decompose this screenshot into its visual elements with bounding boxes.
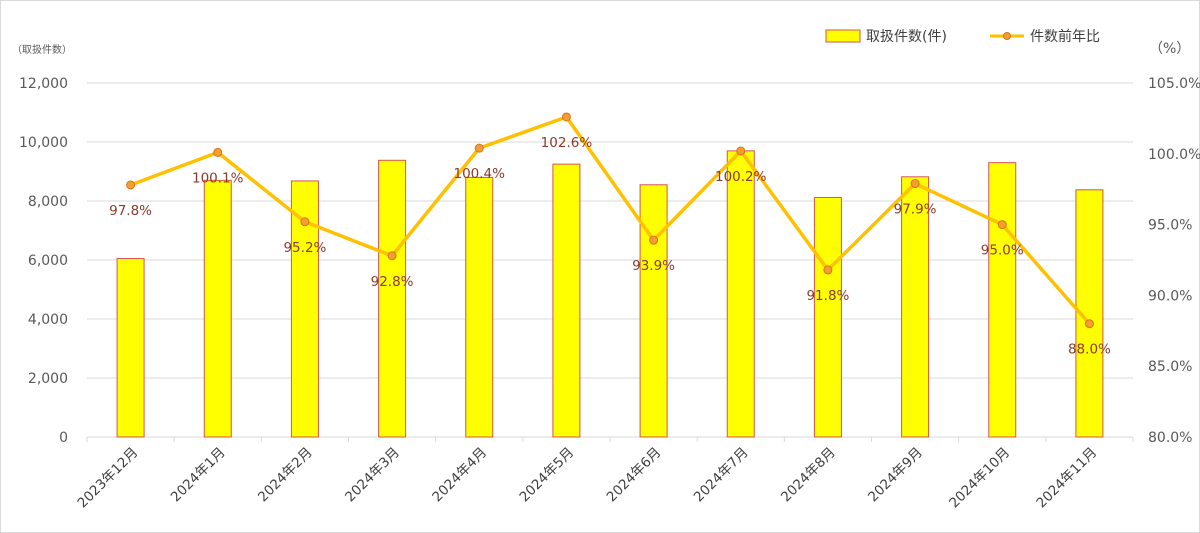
left-tick-label: 10,000 xyxy=(19,135,68,151)
data-label: 91.8% xyxy=(806,288,849,304)
legend-line-label: 件数前年比 xyxy=(1030,28,1100,45)
x-tick-label: 2024年1月 xyxy=(168,445,229,506)
line-point xyxy=(823,265,833,275)
data-labels: 97.8% 100.1% 95.2% 92.8% 100.4% 102.6% 93.9% 10… xyxy=(109,135,1111,358)
line-point xyxy=(736,146,746,156)
x-axis: 2023年12月 2024年1月 2024年2月 2024年3月 2024年4月 2024… xyxy=(75,445,1101,512)
legend-line-marker xyxy=(1003,32,1011,40)
line-point xyxy=(387,251,397,261)
legend: 取扱件数(件) 件数前年比 xyxy=(825,28,1100,45)
data-label: 100.4% xyxy=(454,166,506,182)
left-axis: 0 2,000 4,000 6,000 8,000 10,000 12,000 xyxy=(19,76,68,446)
bar xyxy=(116,258,145,438)
bar xyxy=(465,176,494,438)
left-tick-label: 4,000 xyxy=(28,312,68,328)
data-label: 88.0% xyxy=(1068,342,1111,358)
right-tick-label: 90.0% xyxy=(1148,288,1192,304)
line-point xyxy=(649,235,659,245)
data-label: 100.2% xyxy=(715,169,767,185)
line-point xyxy=(213,147,223,157)
right-tick-label: 85.0% xyxy=(1148,359,1192,375)
line-point xyxy=(474,143,484,153)
left-tick-label: 0 xyxy=(59,430,68,446)
right-tick-label: 80.0% xyxy=(1148,430,1192,446)
line-point xyxy=(1084,319,1094,329)
gridlines xyxy=(86,82,1134,442)
right-tick-label: 95.0% xyxy=(1148,218,1192,234)
left-axis-unit: （取扱件数） xyxy=(12,43,72,56)
right-axis: 80.0% 85.0% 90.0% 95.0% 100.0% 105.0% xyxy=(1148,76,1200,446)
left-tick-label: 6,000 xyxy=(28,253,68,269)
legend-bar-label: 取扱件数(件) xyxy=(866,29,947,45)
right-axis-unit: （%） xyxy=(1149,41,1190,57)
bar xyxy=(203,179,232,438)
data-label: 93.9% xyxy=(632,258,675,274)
left-tick-label: 8,000 xyxy=(28,194,68,210)
x-tick-label: 2024年3月 xyxy=(342,445,403,506)
yoy-line xyxy=(129,115,1091,325)
x-tick-label: 2024年6月 xyxy=(604,445,665,506)
line-series xyxy=(126,112,1094,329)
line-point xyxy=(997,220,1007,230)
bar-series xyxy=(116,150,1104,438)
data-label: 97.9% xyxy=(894,202,937,218)
bar xyxy=(901,176,930,438)
legend-bar-swatch xyxy=(825,29,861,43)
bar xyxy=(378,159,407,438)
data-label: 97.8% xyxy=(109,203,152,219)
x-tick-label: 2024年8月 xyxy=(778,445,839,506)
bar xyxy=(552,163,581,438)
left-tick-label: 12,000 xyxy=(19,76,68,92)
data-label: 102.6% xyxy=(541,135,593,151)
bar xyxy=(639,184,668,438)
data-label: 95.0% xyxy=(981,243,1024,259)
line-point xyxy=(561,112,571,122)
x-tick-label: 2024年5月 xyxy=(516,445,577,506)
right-tick-label: 100.0% xyxy=(1148,147,1200,163)
line-point xyxy=(126,180,136,190)
x-tick-label: 2023年12月 xyxy=(75,445,142,512)
bar xyxy=(988,162,1017,438)
bar xyxy=(726,150,755,438)
left-tick-label: 2,000 xyxy=(28,371,68,387)
x-tick-label: 2024年7月 xyxy=(691,445,752,506)
data-label: 100.1% xyxy=(192,170,244,186)
data-label: 95.2% xyxy=(283,240,326,256)
x-tick-label: 2024年4月 xyxy=(429,445,490,506)
line-point xyxy=(910,179,920,189)
line-point xyxy=(300,217,310,227)
x-tick-label: 2024年10月 xyxy=(946,445,1013,512)
bar xyxy=(813,196,842,438)
x-tick-label: 2024年2月 xyxy=(255,445,316,506)
x-tick-label: 2024年11月 xyxy=(1033,445,1100,512)
x-tick-label: 2024年9月 xyxy=(865,445,926,506)
right-tick-label: 105.0% xyxy=(1148,76,1200,92)
data-label: 92.8% xyxy=(371,274,414,290)
